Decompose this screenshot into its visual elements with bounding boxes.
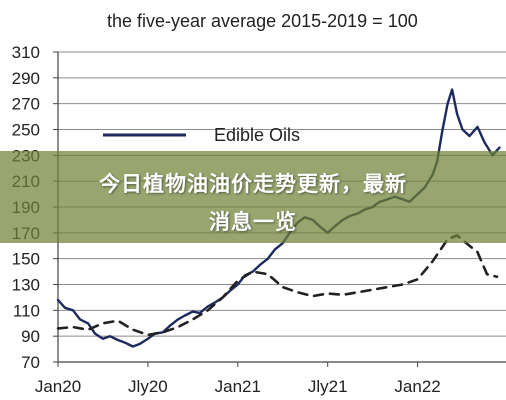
headline-banner: 今日植物油油价走势更新，最新 消息一览 [0,151,506,243]
headline-line-1: 今日植物油油价走势更新，最新 [99,172,407,196]
y-tick-label: 70 [21,353,40,372]
x-tick-label: Jan20 [35,377,81,396]
x-tick-label: Jly21 [308,377,348,396]
y-tick-label: 90 [21,327,40,346]
y-tick-label: 290 [12,69,40,88]
headline-line-2: 消息一览 [209,210,297,234]
chart-legend: Edible Oils [103,125,300,145]
y-tick-label: 270 [12,95,40,114]
series-line-dashed-1 [56,234,499,337]
y-tick-label: 150 [12,250,40,269]
y-tick-label: 250 [12,121,40,140]
y-tick-label: 110 [13,301,40,320]
chart-title: the five-year average 2015-2019 = 100 [107,11,418,31]
x-tick-label: Jan21 [215,377,261,396]
x-tick-label: Jan22 [394,377,440,396]
y-tick-label: 130 [12,276,40,295]
legend-label-edible-oils: Edible Oils [214,125,300,145]
y-tick-label: 310 [12,43,40,62]
x-tick-label: Jly20 [128,377,168,396]
